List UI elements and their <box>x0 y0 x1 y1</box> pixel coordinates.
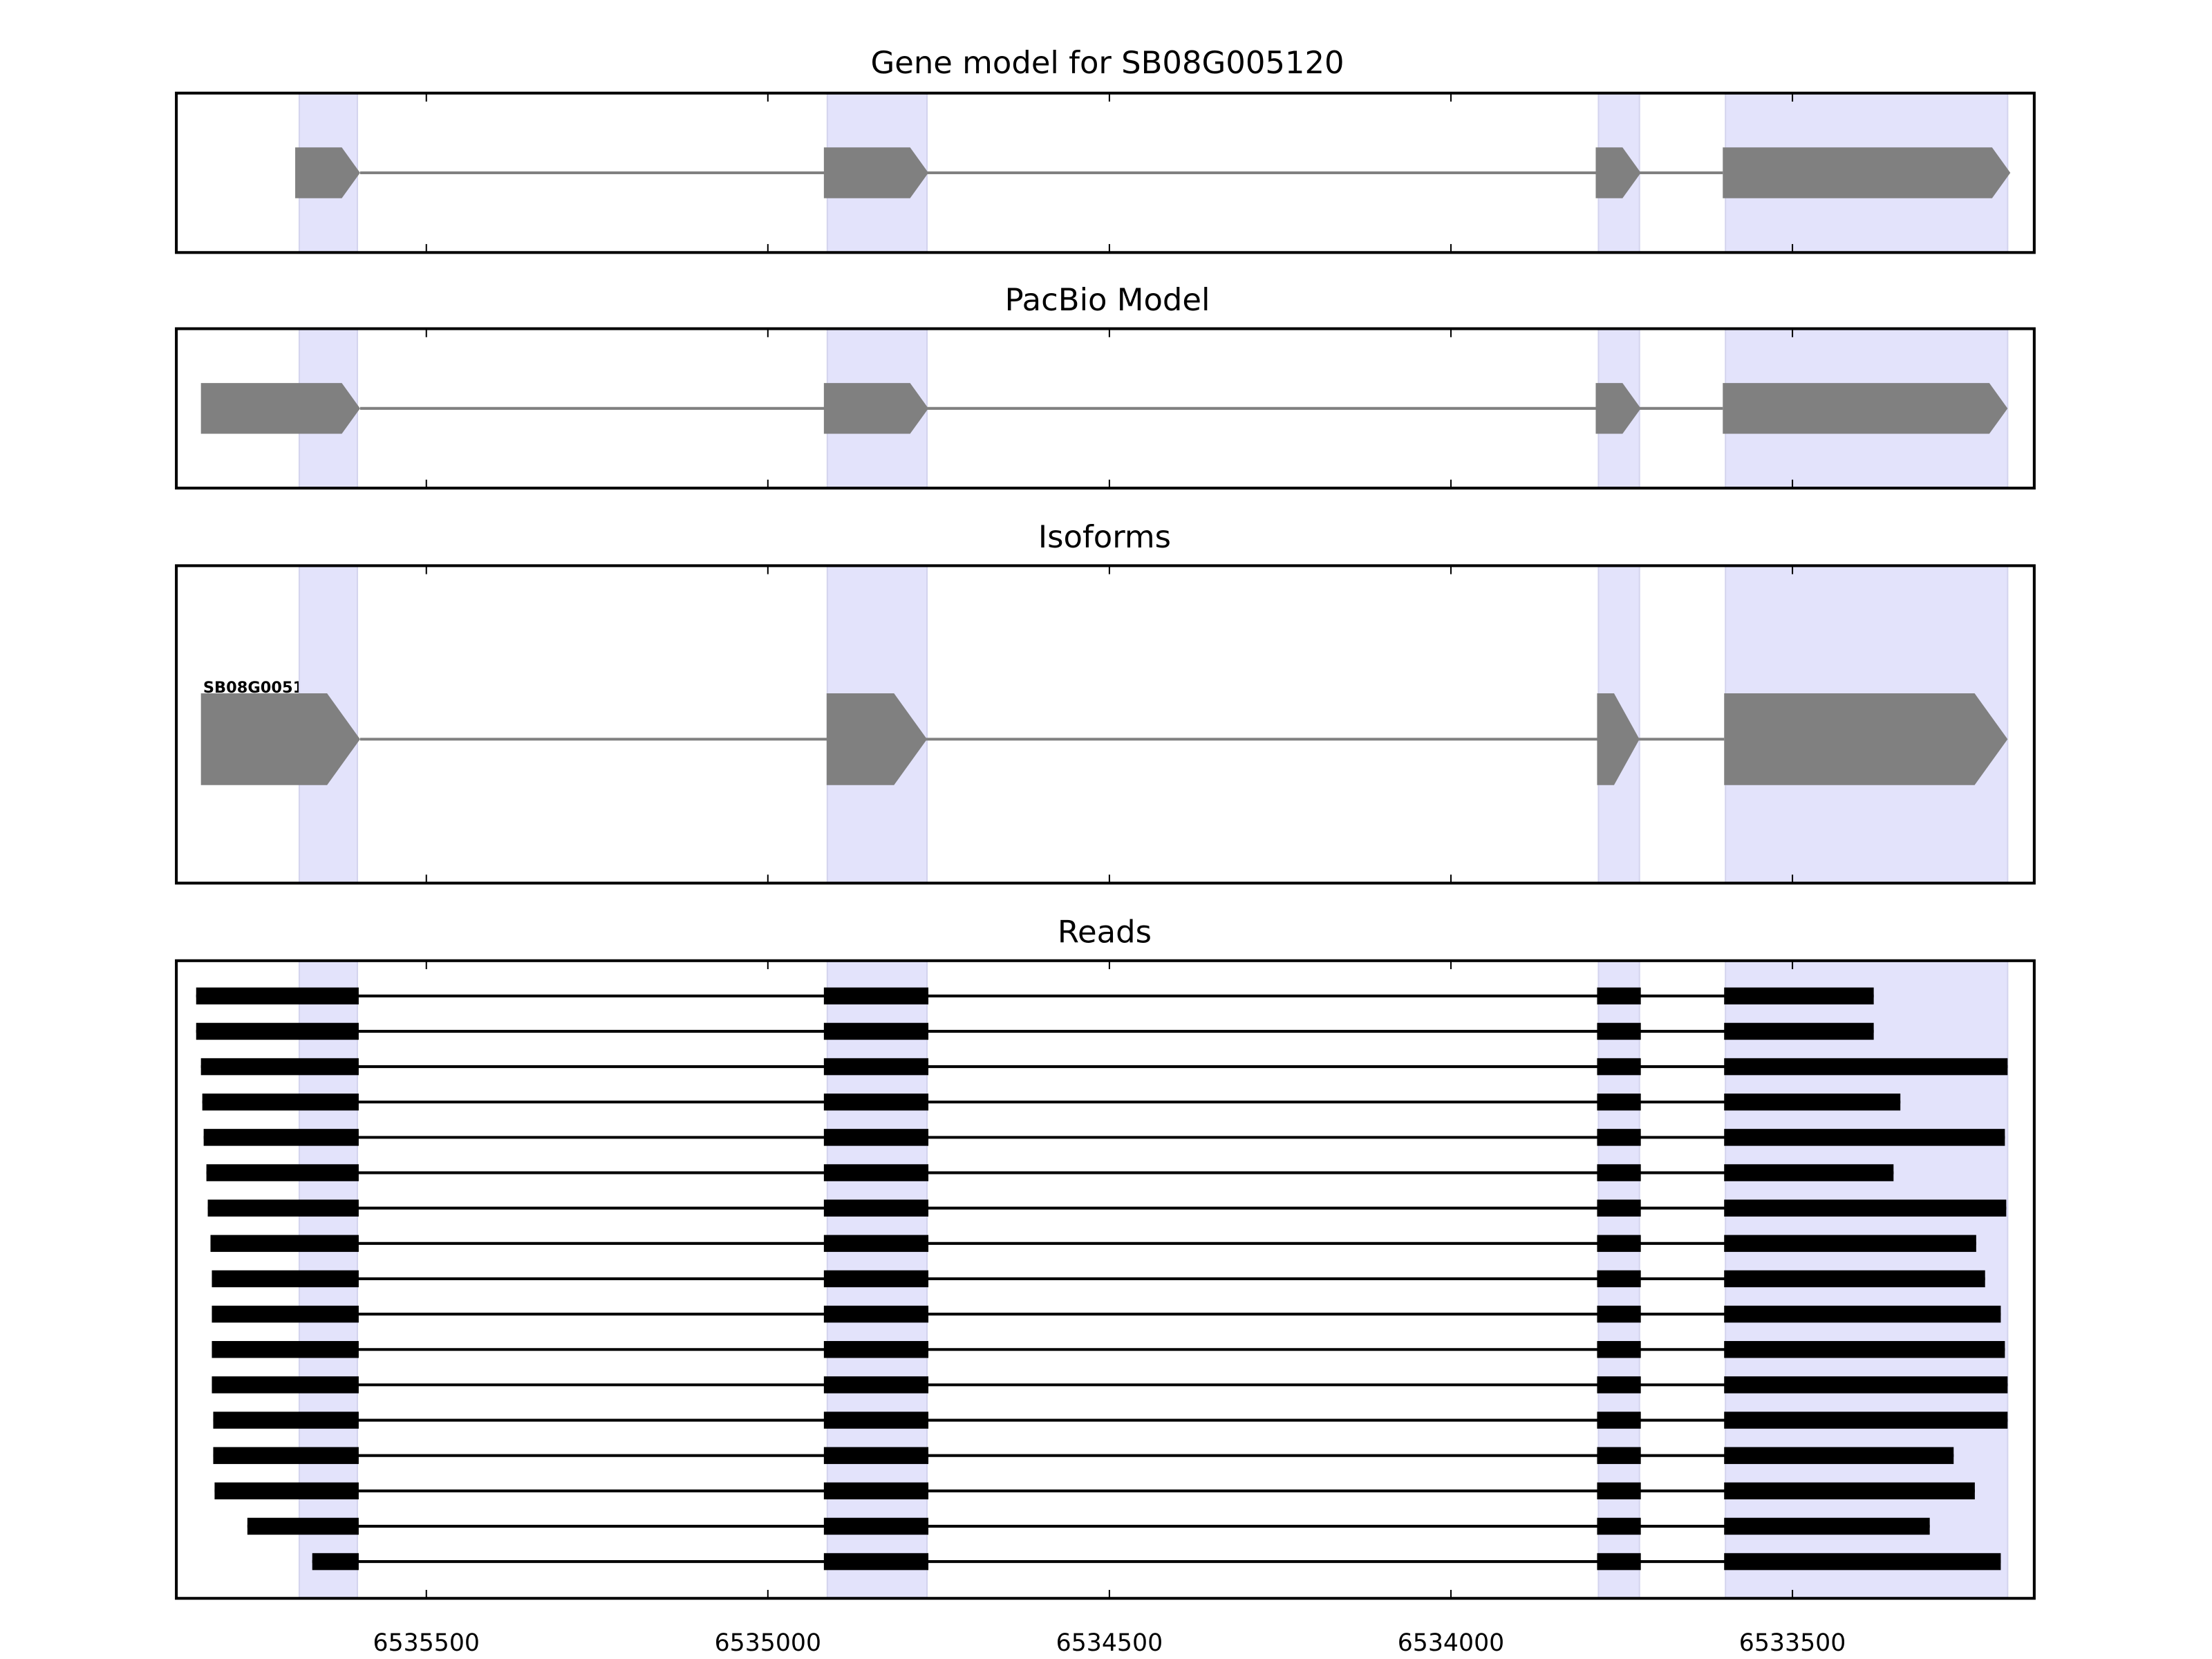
read-exon-block <box>196 1022 359 1040</box>
x-tick-label: 6534000 <box>1398 1629 1505 1657</box>
read-exon-block <box>1597 1482 1641 1500</box>
exon <box>200 383 360 434</box>
read-exon-block <box>1597 1235 1641 1253</box>
read-exon-block <box>247 1517 359 1535</box>
read-exon-block <box>1724 1376 2008 1394</box>
read-exon-block <box>823 1305 929 1323</box>
x-tick-label: 6534500 <box>1056 1629 1163 1657</box>
exon <box>295 147 360 198</box>
read-exon-block <box>1724 1305 2001 1323</box>
exon <box>1723 147 2011 198</box>
read-exon-block <box>1724 1517 1930 1535</box>
read-exon-block <box>1597 1164 1641 1181</box>
exon <box>1597 693 1640 785</box>
read-exon-block <box>1724 1235 1976 1253</box>
read-exon-block <box>1597 1341 1641 1358</box>
read-exon-block <box>823 1270 929 1288</box>
read-exon-block <box>203 1129 359 1146</box>
read-exon-block <box>823 1517 929 1535</box>
read-exon-block <box>823 1129 929 1146</box>
read-exon-block <box>202 1094 359 1111</box>
read-exon-block <box>823 1094 929 1111</box>
read-exon-block <box>1724 1022 1874 1040</box>
read-exon-block <box>196 987 359 1005</box>
read-exon-block <box>1597 1094 1641 1111</box>
panel-title-pacbio: PacBio Model <box>1005 281 1210 318</box>
read-exon-block <box>1724 1482 1975 1500</box>
read-exon-block <box>1724 1164 1894 1181</box>
panel-title-isoforms: Isoforms <box>1038 518 1171 555</box>
panel-frame <box>175 91 2036 254</box>
read-exon-block <box>206 1164 359 1181</box>
read-exon-block <box>1597 1129 1641 1146</box>
read-exon-block <box>1597 1553 1641 1571</box>
read-exon-block <box>212 1376 359 1394</box>
exon <box>826 693 928 785</box>
x-tick-label: 6533500 <box>1739 1629 1846 1657</box>
panel-frame <box>175 327 2036 490</box>
read-exon-block <box>1724 1270 1985 1288</box>
read-exon-block <box>1597 1376 1641 1394</box>
read-exon-block <box>1724 1094 1901 1111</box>
read-exon-block <box>213 1447 359 1464</box>
read-exon-block <box>823 1341 929 1358</box>
panel-frame <box>175 959 2036 1600</box>
x-tick-label: 6535000 <box>715 1629 822 1657</box>
read-exon-block <box>1724 1447 1954 1464</box>
read-exon-block <box>1724 1553 2001 1571</box>
read-exon-block <box>1724 1412 2008 1429</box>
read-exon-block <box>214 1482 359 1500</box>
read-exon-block <box>1597 1305 1641 1323</box>
read-exon-block <box>823 1376 929 1394</box>
read-exon-block <box>823 1447 929 1464</box>
read-exon-block <box>1724 987 1874 1005</box>
read-exon-block <box>1597 1022 1641 1040</box>
read-exon-block <box>212 1305 359 1323</box>
read-exon-block <box>1597 987 1641 1005</box>
read-exon-block <box>823 1553 929 1571</box>
exon <box>823 147 929 198</box>
read-exon-block <box>212 1341 359 1358</box>
panel-title-gene-model: Gene model for SB08G005120 <box>870 44 1344 81</box>
read-exon-block <box>823 1199 929 1217</box>
read-exon-block <box>823 1058 929 1076</box>
read-exon-block <box>212 1270 359 1288</box>
read-exon-block <box>1597 1058 1641 1076</box>
exon <box>200 693 360 785</box>
exon <box>1595 147 1641 198</box>
read-exon-block <box>1724 1058 2008 1076</box>
read-exon-block <box>200 1058 359 1076</box>
exon <box>823 383 929 434</box>
read-exon-block <box>1597 1270 1641 1288</box>
read-exon-block <box>823 1235 929 1253</box>
panel-frame <box>175 564 2036 885</box>
read-exon-block <box>1724 1341 2005 1358</box>
read-exon-block <box>1597 1412 1641 1429</box>
read-exon-block <box>1597 1199 1641 1217</box>
read-exon-block <box>823 1482 929 1500</box>
read-exon-block <box>1724 1129 2005 1146</box>
read-exon-block <box>823 1412 929 1429</box>
panel-title-reads: Reads <box>1058 913 1152 950</box>
read-exon-block <box>213 1412 359 1429</box>
exon <box>1723 383 2008 434</box>
read-exon-block <box>1597 1447 1641 1464</box>
read-exon-block <box>1724 1199 2007 1217</box>
read-exon-block <box>207 1199 359 1217</box>
read-exon-block <box>823 1164 929 1181</box>
read-exon-block <box>210 1235 359 1253</box>
read-exon-block <box>312 1553 359 1571</box>
x-tick-label: 6535500 <box>373 1629 480 1657</box>
read-exon-block <box>823 987 929 1005</box>
read-exon-block <box>1597 1517 1641 1535</box>
read-exon-block <box>823 1022 929 1040</box>
exon <box>1595 383 1641 434</box>
exon <box>1724 693 2008 785</box>
